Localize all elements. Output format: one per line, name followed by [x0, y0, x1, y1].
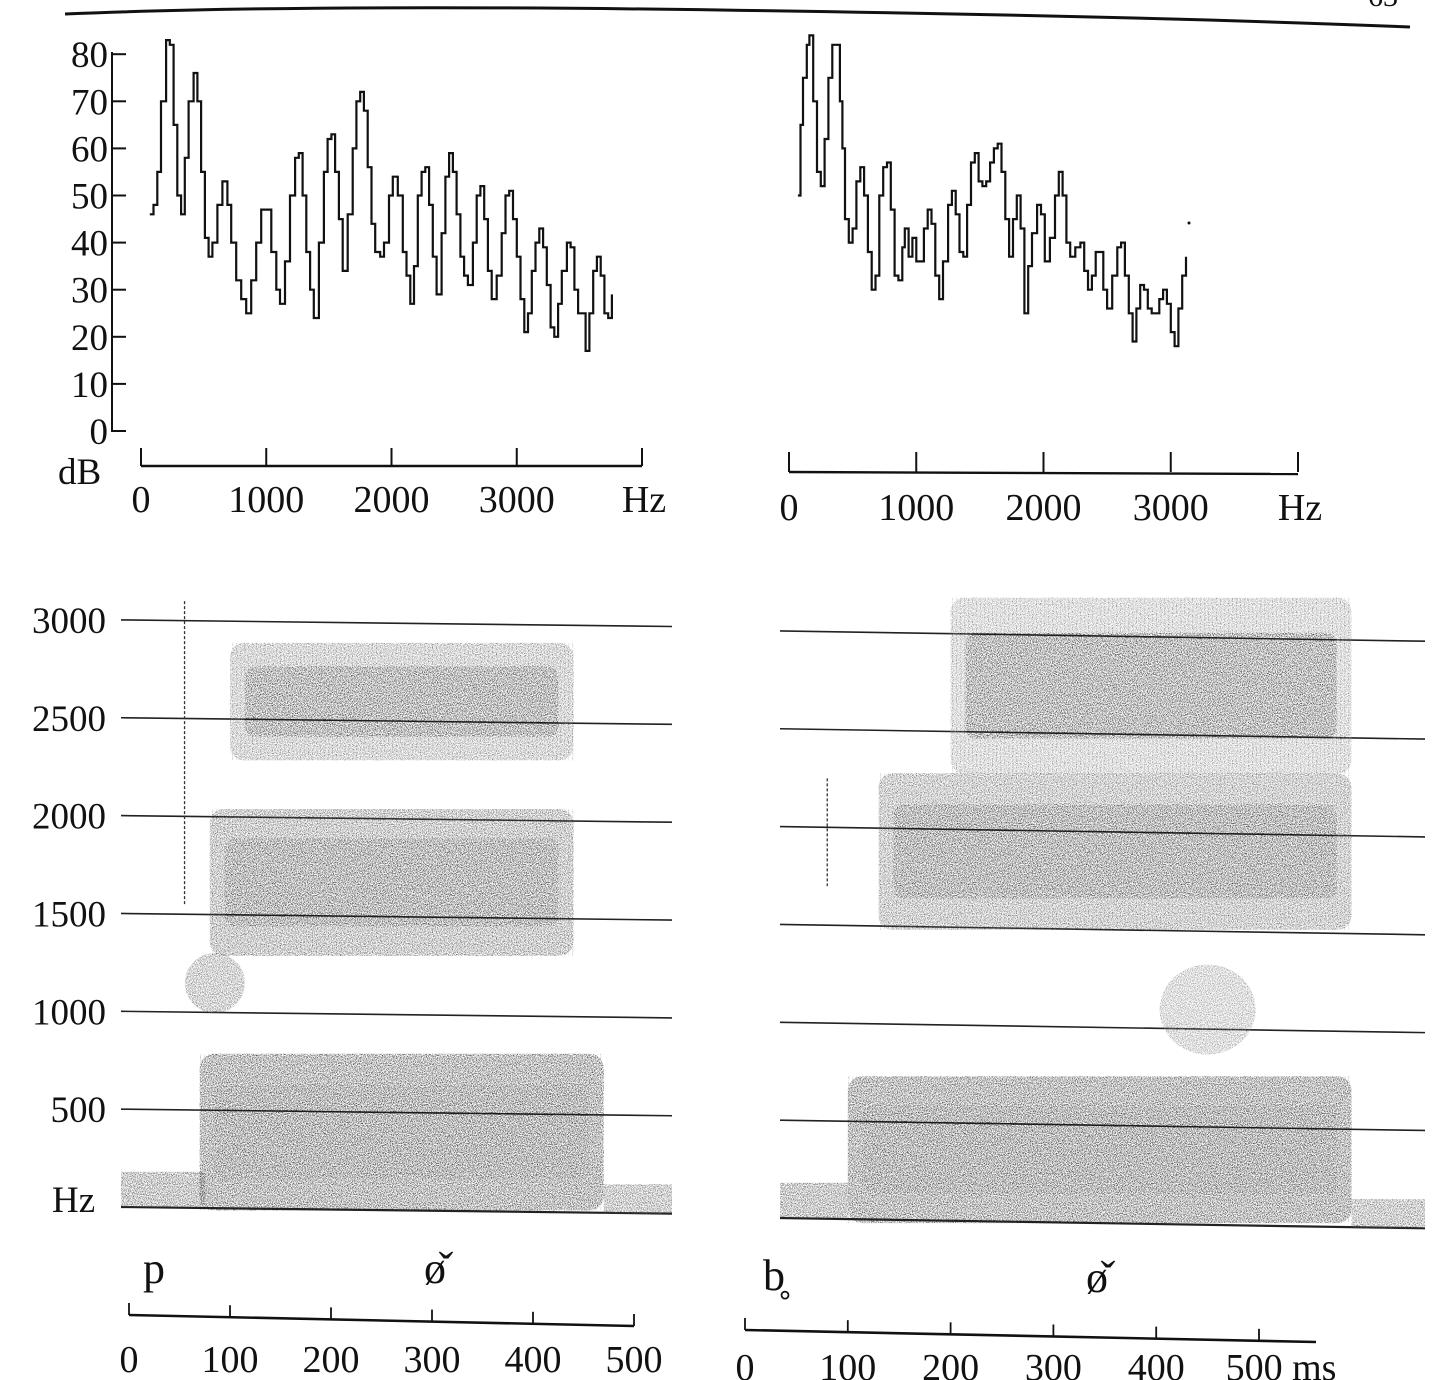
y-tick-label: 50 — [71, 177, 108, 218]
formant-f1 — [847, 1076, 1352, 1224]
segment-label-o-caron-left: ø̌ — [424, 1244, 453, 1293]
segment-label-b-devoiced: b̥ — [763, 1251, 790, 1300]
time-tick-label: 400 — [505, 1339, 562, 1380]
y-tick-label: 10 — [71, 365, 108, 406]
time-tick-label: 500 ms — [1226, 1347, 1337, 1380]
spectrogram-left-energy — [121, 601, 672, 1214]
x-tick-label: 0 — [780, 487, 799, 529]
x-tick-label: 2000 — [354, 479, 430, 521]
x-tick-label: 2000 — [1006, 487, 1082, 529]
x-tick-label: 1000 — [228, 479, 304, 521]
y-tick-label: 40 — [71, 224, 108, 265]
time-tick-label: 500 — [606, 1339, 663, 1380]
noise-floor — [780, 1182, 1425, 1229]
spectrum-right-line — [797, 34, 1188, 348]
x-tick-label: 0 — [132, 479, 151, 521]
spectrogram-y-tick-label: 1500 — [32, 894, 106, 935]
formant-f3 — [950, 597, 1352, 774]
y-tick-label: 0 — [90, 412, 109, 453]
time-tick-label: 0 — [120, 1339, 139, 1380]
segment-label-p: p — [143, 1244, 165, 1293]
spectrogram-y-tick-label: 1000 — [32, 992, 106, 1033]
x-tick-label: Hz — [1278, 487, 1322, 529]
time-tick-label: 200 — [303, 1339, 360, 1380]
gridline — [120, 1010, 673, 1019]
speck-mark — [1187, 221, 1191, 225]
noise-floor — [121, 1171, 672, 1214]
formant-f3 — [230, 642, 574, 761]
spectrum-left-y-axis — [111, 52, 126, 432]
spectrum-left-chart: 0 10 20 30 40 50 60 70 80 dB 0 1000 2000 3000 Hz — [58, 35, 666, 521]
formant-f1 — [199, 1053, 604, 1211]
gridline — [120, 619, 673, 628]
y-tick-label: 70 — [71, 82, 108, 123]
time-tick-label: 200 — [922, 1347, 979, 1380]
page-number: 63 — [1368, 0, 1398, 13]
spectrogram-y-tick-label: 3000 — [32, 601, 106, 642]
time-tick-label: 0 — [736, 1347, 755, 1380]
x-tick-label: 1000 — [878, 487, 954, 529]
time-tick-label: 100 — [819, 1347, 876, 1380]
spectrogram-y-tick-label: 500 — [51, 1090, 107, 1131]
y-tick-label: 30 — [71, 271, 108, 312]
page-header: 63 — [64, 0, 1411, 29]
formant-f2 — [878, 773, 1352, 930]
spectrogram-y-tick-label: 2500 — [32, 699, 106, 740]
gridline — [779, 1021, 1426, 1034]
formant-f2 — [209, 809, 574, 956]
segment-label-o-caron-right: ø̌ — [1086, 1253, 1115, 1302]
spectrogram-left-y-tick-labels: 3000 2500 2000 1500 1000 500 — [32, 601, 106, 1131]
spectrum-right-x-axis: 0 1000 2000 3000 Hz — [780, 452, 1322, 529]
spectrogram-right: b̥ ø̌ 0 100 200 300 400 500 ms — [736, 597, 1426, 1380]
spectrogram-right-time-axis: 0 100 200 300 400 500 ms — [736, 1318, 1337, 1380]
top-rule — [64, 6, 1411, 29]
time-tick-label: 400 — [1128, 1347, 1185, 1380]
spectrogram-left-time-axis: 0 100 200 300 400 500 — [120, 1303, 663, 1380]
spectrogram-right-energy — [780, 597, 1425, 1229]
high-frequency-patch — [1159, 964, 1256, 1055]
time-tick-label: 300 — [1025, 1347, 1082, 1380]
spectrum-left-line — [149, 39, 613, 352]
spectrum-left-y-unit: dB — [58, 452, 101, 493]
spectrum-left-x-axis: 0 1000 2000 3000 Hz — [132, 448, 666, 521]
f1-f2-transition — [184, 953, 245, 1014]
spectrogram-left-y-unit: Hz — [52, 1180, 95, 1221]
x-tick-label: 3000 — [479, 479, 555, 521]
spectrogram-y-tick-label: 2000 — [32, 797, 106, 838]
y-tick-label: 20 — [71, 318, 108, 359]
y-tick-label: 80 — [71, 35, 108, 76]
time-tick-label: 300 — [404, 1339, 461, 1380]
x-tick-label: 3000 — [1133, 487, 1209, 529]
spectrum-right-chart: 0 1000 2000 3000 Hz — [780, 34, 1322, 529]
spectrum-left-y-tick-labels: 0 10 20 30 40 50 60 70 80 — [71, 35, 108, 453]
time-tick-label: 100 — [202, 1339, 259, 1380]
x-tick-label: Hz — [622, 479, 666, 521]
spectrogram-left: 3000 2500 2000 1500 1000 500 Hz p ø̌ 0 100 200 3… — [32, 601, 673, 1380]
y-tick-label: 60 — [71, 129, 108, 170]
